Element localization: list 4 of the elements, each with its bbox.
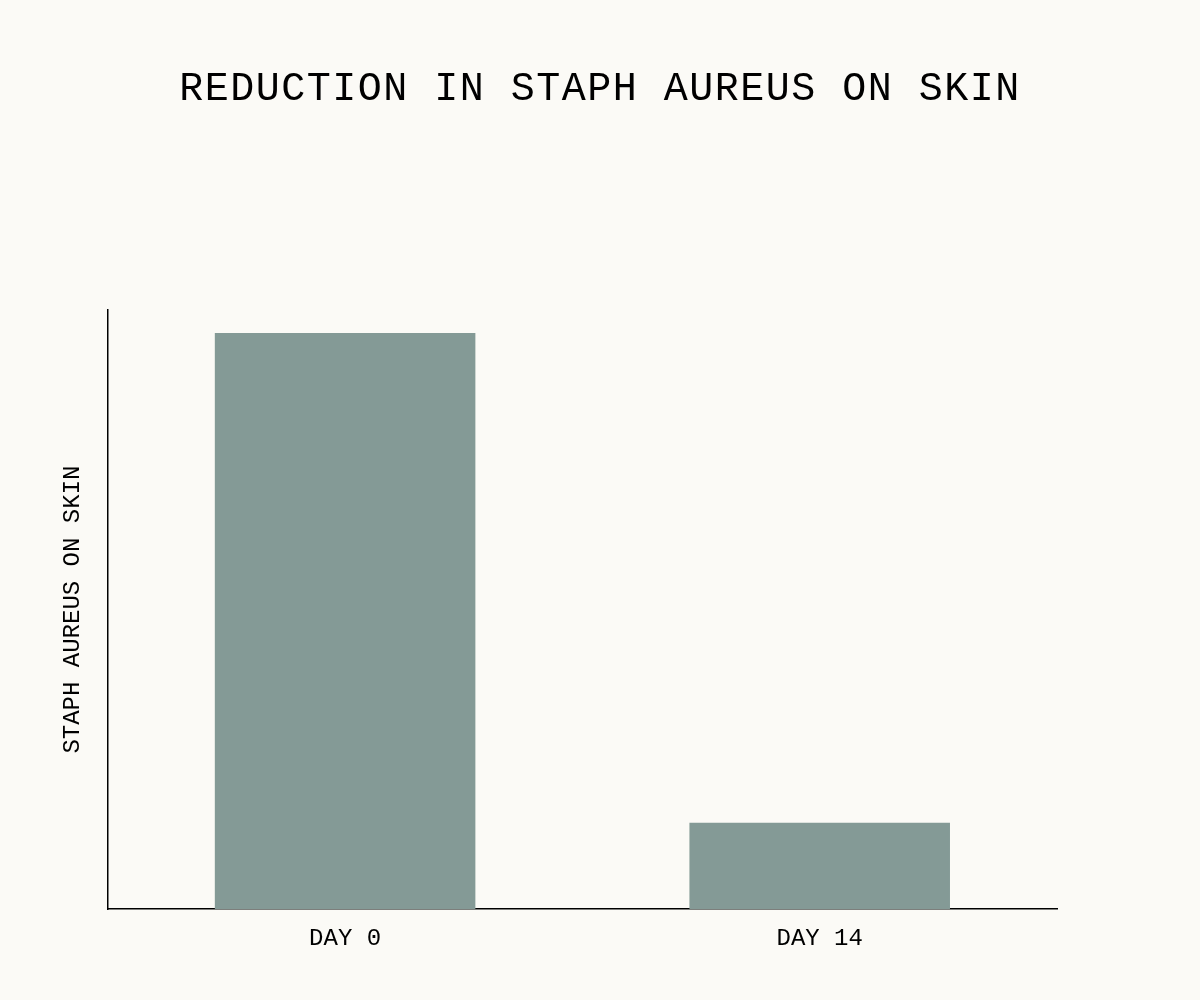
chart-title: REDUCTION IN STAPH AUREUS ON SKIN [178, 66, 1022, 114]
x-tick-label: DAY 0 [309, 924, 382, 952]
y-axis-title: STAPH AUREUS ON SKIN [58, 465, 86, 754]
x-tick-label: DAY 14 [776, 924, 863, 952]
